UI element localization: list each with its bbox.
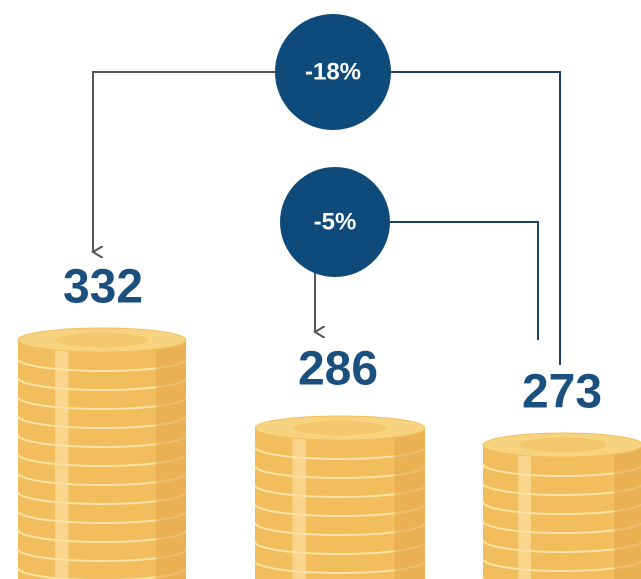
value-label: 273 [522,366,602,419]
coin-shine [292,428,306,579]
connector [390,221,539,340]
badge [280,167,390,277]
coin-shade [394,428,425,579]
coin-shine [518,445,531,579]
coin-shade [614,445,641,579]
badge [275,14,391,130]
arrow [93,71,275,252]
coin-stacks [17,327,641,579]
change-label: -18% [305,58,361,85]
coin-emboss [293,420,387,436]
connector [390,71,561,365]
change-label: -5% [314,208,357,235]
value-label: 286 [298,343,378,396]
coin-shade [155,340,186,579]
coin-emboss [519,437,607,453]
coin-emboss [55,332,149,348]
coin-shine [54,340,69,579]
value-label: 332 [63,261,143,314]
